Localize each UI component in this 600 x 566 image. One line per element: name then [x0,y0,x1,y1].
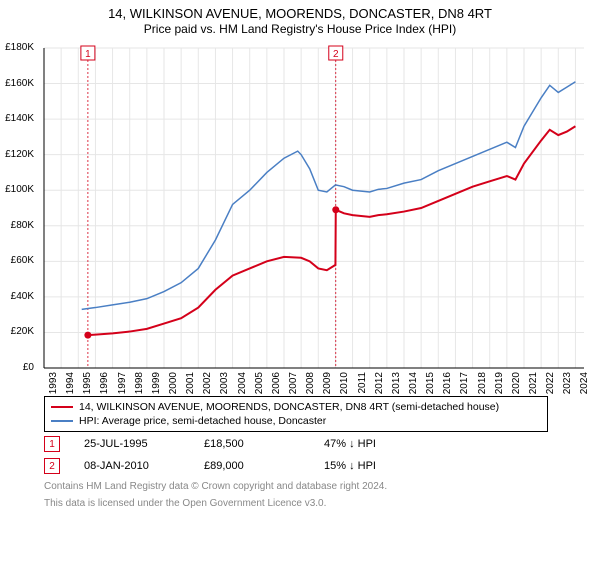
x-tick-label: 2005 [254,372,265,402]
x-tick-label: 1999 [151,372,162,402]
y-tick-label: £20K [0,326,34,337]
x-tick-label: 1998 [134,372,145,402]
x-tick-label: 2021 [528,372,539,402]
legend-swatch [51,406,73,408]
x-tick-label: 1994 [65,372,76,402]
x-tick-label: 2004 [237,372,248,402]
y-tick-label: £180K [0,42,34,53]
x-tick-label: 2018 [477,372,488,402]
x-tick-label: 2012 [374,372,385,402]
legend-label: 14, WILKINSON AVENUE, MOORENDS, DONCASTE… [79,401,499,413]
marker-delta: 47% ↓ HPI [324,438,444,450]
x-tick-label: 2024 [579,372,590,402]
x-tick-label: 2014 [408,372,419,402]
marker-row: 2 08-JAN-2010£89,00015% ↓ HPI [44,458,600,474]
x-tick-label: 2002 [202,372,213,402]
y-tick-label: £160K [0,78,34,89]
marker-table: 1 25-JUL-1995£18,50047% ↓ HPI 2 08-JAN-2010… [44,436,600,474]
marker-badge: 2 [44,458,60,474]
chart-area: 12 £0£20K£40K£60K£80K£100K£120K£140K£160… [36,40,596,390]
marker-row: 1 25-JUL-1995£18,50047% ↓ HPI [44,436,600,452]
x-tick-label: 1997 [117,372,128,402]
y-tick-label: £60K [0,255,34,266]
y-tick-label: £120K [0,149,34,160]
legend-row: 14, WILKINSON AVENUE, MOORENDS, DONCASTE… [51,400,541,414]
svg-text:2: 2 [333,49,339,60]
legend-row: HPI: Average price, semi-detached house,… [51,414,541,428]
x-tick-label: 2017 [459,372,470,402]
x-tick-label: 2010 [339,372,350,402]
y-tick-label: £100K [0,184,34,195]
x-tick-label: 2020 [511,372,522,402]
x-tick-label: 2006 [271,372,282,402]
y-tick-label: £80K [0,220,34,231]
footnote-line-1: Contains HM Land Registry data © Crown c… [44,480,600,493]
y-tick-label: £0 [0,362,34,373]
x-tick-label: 2008 [305,372,316,402]
chart-subtitle: Price paid vs. HM Land Registry's House … [0,22,600,36]
x-tick-label: 2016 [442,372,453,402]
x-tick-label: 2011 [357,372,368,402]
line-chart-svg: 12 [36,40,596,390]
x-tick-label: 2015 [425,372,436,402]
x-tick-label: 1995 [82,372,93,402]
x-tick-label: 2009 [322,372,333,402]
marker-badge: 1 [44,436,60,452]
x-tick-label: 2013 [391,372,402,402]
x-tick-label: 2023 [562,372,573,402]
chart-title: 14, WILKINSON AVENUE, MOORENDS, DONCASTE… [0,6,600,21]
legend-label: HPI: Average price, semi-detached house,… [79,415,326,427]
x-tick-label: 2000 [168,372,179,402]
x-tick-label: 2001 [185,372,196,402]
x-tick-label: 1993 [48,372,59,402]
marker-delta: 15% ↓ HPI [324,460,444,472]
svg-text:1: 1 [85,49,91,60]
x-tick-label: 2022 [545,372,556,402]
x-tick-label: 2007 [288,372,299,402]
x-tick-label: 2003 [219,372,230,402]
footnote-line-2: This data is licensed under the Open Gov… [44,497,600,510]
y-tick-label: £140K [0,113,34,124]
marker-price: £89,000 [204,460,324,472]
y-tick-label: £40K [0,291,34,302]
x-tick-label: 1996 [99,372,110,402]
marker-date: 25-JUL-1995 [84,438,204,450]
marker-date: 08-JAN-2010 [84,460,204,472]
marker-price: £18,500 [204,438,324,450]
x-tick-label: 2019 [494,372,505,402]
legend-swatch [51,420,73,422]
